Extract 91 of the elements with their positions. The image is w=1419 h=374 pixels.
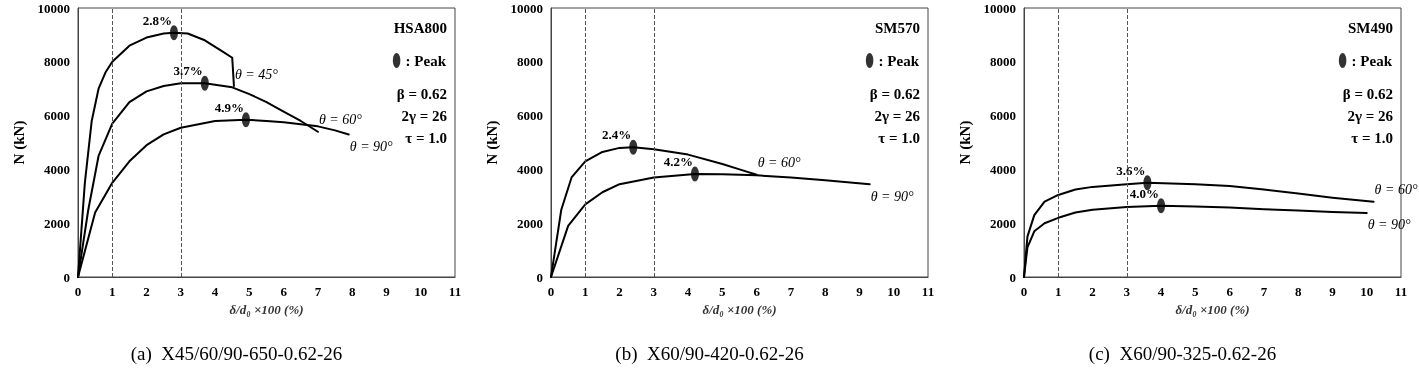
annotation: SM570: [875, 19, 920, 36]
annotation: 4.2%: [663, 153, 693, 169]
x-tick-label: 1: [109, 284, 116, 299]
y-tick-label: 10000: [510, 0, 543, 16]
y-tick-label: 4000: [517, 161, 543, 177]
x-tick-label: 3: [177, 284, 185, 299]
annotation: HSA800: [393, 19, 447, 36]
series-label: θ = 60°: [757, 155, 801, 171]
annotation: 2.8%: [142, 12, 172, 28]
x-tick-label: 8: [1294, 284, 1302, 299]
y-tick-label: 0: [1009, 269, 1016, 285]
series-label: θ = 90°: [349, 138, 394, 154]
annotation: 4.9%: [214, 99, 244, 115]
y-axis-title: N (kN): [484, 120, 502, 165]
x-tick-label: 7: [787, 284, 795, 299]
x-axis-title: δ/d₀ ×100 (%): [1175, 302, 1250, 317]
x-tick-label: 9: [1329, 284, 1337, 299]
x-tick-label: 7: [1260, 284, 1268, 299]
x-tick-label: 11: [448, 284, 462, 299]
x-tick-label: 4: [211, 284, 219, 299]
annotation: 3.7%: [173, 63, 203, 79]
annotation: β = 0.62: [869, 85, 920, 102]
x-tick-label: 0: [1020, 284, 1028, 299]
series-label: θ = 45°: [234, 66, 279, 82]
y-tick-label: 4000: [990, 161, 1016, 177]
x-tick-label: 6: [753, 284, 761, 299]
x-tick-label: 1: [582, 284, 589, 299]
series-label: θ = 90°: [1367, 217, 1412, 233]
x-tick-label: 0: [547, 284, 555, 299]
x-axis-title: δ/d₀ ×100 (%): [229, 302, 304, 317]
x-tick-label: 10: [414, 284, 428, 299]
x-tick-label: 9: [383, 284, 391, 299]
annotation: 2γ = 26: [874, 107, 921, 124]
x-tick-label: 6: [1226, 284, 1234, 299]
x-tick-label: 8: [821, 284, 829, 299]
legend-label: : Peak: [1351, 52, 1393, 69]
x-tick-label: 5: [1192, 284, 1200, 299]
x-tick-label: 2: [616, 284, 623, 299]
x-tick-label: 11: [1394, 284, 1408, 299]
x-tick-label: 1: [1055, 284, 1062, 299]
x-tick-label: 3: [1123, 284, 1131, 299]
annotation: SM490: [1348, 19, 1393, 36]
text: (a) X45/60/90-650-0.62-26: [130, 343, 343, 365]
x-tick-label: 8: [348, 284, 356, 299]
y-tick-label: 10000: [983, 0, 1016, 16]
y-axis-title: N (kN): [11, 120, 29, 165]
x-tick-label: 5: [719, 284, 727, 299]
y-tick-label: 8000: [517, 54, 543, 70]
annotation: 2γ = 26: [1347, 107, 1394, 124]
y-tick-label: 2000: [44, 215, 70, 231]
y-tick-label: 8000: [990, 54, 1016, 70]
y-tick-label: 6000: [517, 108, 543, 124]
y-axis-title: N (kN): [957, 120, 975, 165]
annotation: τ = 1.0: [878, 129, 920, 146]
y-tick-label: 4000: [44, 161, 70, 177]
series-label: θ = 60°: [318, 112, 363, 128]
x-tick-label: 10: [887, 284, 901, 299]
x-tick-label: 7: [314, 284, 322, 299]
y-tick-label: 2000: [990, 215, 1016, 231]
y-tick-label: 6000: [990, 108, 1016, 124]
y-tick-label: 10000: [37, 0, 70, 16]
x-tick-label: 2: [1089, 284, 1096, 299]
annotation: τ = 1.0: [405, 129, 447, 146]
annotation: β = 0.62: [1342, 85, 1393, 102]
y-tick-label: 0: [536, 269, 543, 285]
x-tick-label: 4: [1157, 284, 1165, 299]
y-tick-label: 6000: [44, 108, 70, 124]
annotation: 2γ = 26: [401, 107, 448, 124]
series-label: θ = 60°: [1374, 182, 1418, 198]
annotation: β = 0.62: [396, 85, 447, 102]
annotation: τ = 1.0: [1351, 129, 1393, 146]
x-tick-label: 4: [684, 284, 692, 299]
text: (b) X60/90-420-0.62-26: [615, 343, 804, 365]
x-axis-title: δ/d₀ ×100 (%): [702, 302, 777, 317]
x-tick-label: 6: [280, 284, 288, 299]
y-tick-label: 0: [63, 269, 70, 285]
legend-label: : Peak: [405, 52, 447, 69]
x-tick-label: 9: [856, 284, 864, 299]
annotation: 2.4%: [602, 127, 632, 143]
legend-label: : Peak: [878, 52, 920, 69]
x-tick-label: 3: [650, 284, 658, 299]
annotation: 4.0%: [1129, 185, 1160, 201]
series-label: θ = 90°: [870, 188, 915, 204]
x-tick-label: 0: [74, 284, 82, 299]
y-tick-label: 8000: [44, 54, 70, 70]
x-tick-label: 10: [1360, 284, 1374, 299]
x-tick-label: 2: [143, 284, 150, 299]
x-tick-label: 11: [921, 284, 935, 299]
text: (c) X60/90-325-0.62-26: [1088, 343, 1277, 365]
x-tick-label: 5: [246, 284, 254, 299]
y-tick-label: 2000: [517, 215, 543, 231]
